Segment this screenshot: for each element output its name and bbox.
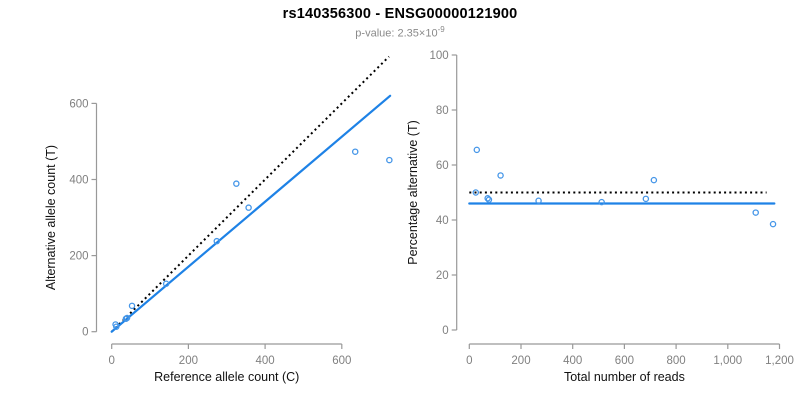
y-tick-label: 80 — [436, 105, 449, 117]
data-point — [386, 156, 393, 164]
x-tick-label: 800 — [667, 355, 686, 367]
x-tick-label: 600 — [615, 355, 634, 367]
figure-title: rs140356300 - ENSG00000121900 — [282, 6, 518, 22]
y-tick-label: 40 — [436, 215, 449, 227]
y-tick-label: 200 — [69, 251, 88, 263]
x-tick-label: 600 — [332, 355, 351, 367]
y-tick-label: 0 — [82, 327, 88, 339]
y-tick-label: 0 — [442, 325, 448, 337]
data-point — [245, 204, 252, 211]
pvalue-text: p-value: 2.35×10 — [355, 27, 438, 40]
x-axis-title: Reference allele count (C) — [154, 370, 299, 384]
x-tick-label: 200 — [511, 355, 530, 367]
data-point — [598, 198, 605, 206]
pvalue-exponent: -9 — [437, 25, 445, 34]
x-tick-label: 400 — [256, 355, 275, 367]
x-tick-label: 1,000 — [713, 355, 742, 367]
plot-percentage-vs-reads: 0 20 40 60 80 100 0 200 400 600 800 1,000 1,200 Total… — [406, 50, 794, 384]
data-point — [351, 148, 359, 155]
data-point — [162, 280, 170, 288]
reference-dotted-line — [110, 55, 390, 333]
y-axis-title: Percentage alternative (T) — [406, 120, 420, 265]
data-point — [752, 209, 759, 216]
data-point — [473, 146, 481, 154]
x-tick-label: 0 — [108, 355, 114, 367]
x-tick-label: 0 — [466, 355, 472, 367]
x-tick-label: 200 — [179, 355, 198, 367]
data-point — [650, 176, 658, 184]
x-tick-label: 400 — [563, 355, 582, 367]
y-axis-title: Alternative allele count (T) — [44, 145, 58, 290]
plot-allele-counts: 0 200 400 600 0 200 400 600 Reference allele cou… — [44, 55, 393, 384]
x-axis-title: Total number of reads — [564, 370, 685, 384]
data-point — [113, 323, 120, 331]
data-point — [535, 197, 542, 204]
data-point — [213, 237, 221, 245]
data-point — [233, 180, 240, 187]
data-point — [123, 314, 131, 322]
y-tick-label: 20 — [436, 270, 449, 282]
data-point — [642, 195, 650, 203]
data-point — [128, 302, 136, 310]
data-point — [484, 195, 491, 202]
fitted-line — [110, 94, 392, 333]
data-point — [497, 172, 504, 179]
y-tick-label: 60 — [436, 160, 449, 172]
data-point — [485, 196, 493, 203]
pvalue-subtitle: p-value: 2.35×10-9 — [0, 25, 800, 40]
y-tick-label: 100 — [430, 50, 449, 62]
y-tick-label: 400 — [69, 175, 88, 187]
x-tick-label: 1,200 — [765, 355, 794, 367]
data-point — [769, 220, 777, 228]
y-tick-label: 600 — [69, 98, 88, 110]
data-point — [472, 189, 480, 196]
